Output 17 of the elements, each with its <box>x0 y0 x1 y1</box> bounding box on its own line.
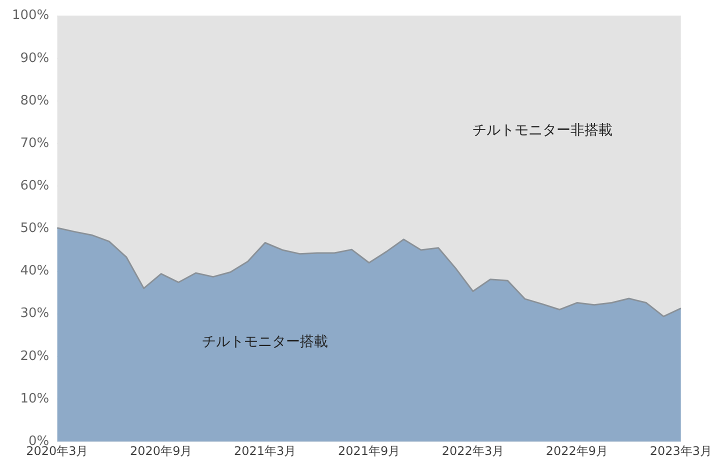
y-tick-label: 100% <box>12 8 50 24</box>
y-tick-label: 70% <box>20 136 50 151</box>
x-tick-label: 2021年9月 <box>338 444 400 458</box>
y-tick-label: 10% <box>20 391 50 406</box>
series-label: チルトモニター搭載 <box>202 334 328 350</box>
y-tick-label: 60% <box>20 178 50 194</box>
y-tick-label: 40% <box>20 264 50 279</box>
x-tick-label: 2022年9月 <box>546 444 608 458</box>
x-tick-label: 2021年3月 <box>234 444 296 458</box>
y-tick-label: 90% <box>20 50 50 66</box>
x-tick-label: 2020年9月 <box>130 444 192 458</box>
x-tick-label: 2023年3月 <box>650 444 712 458</box>
y-tick-label: 30% <box>20 306 50 322</box>
y-tick-label: 20% <box>20 348 50 364</box>
x-tick-label: 2022年3月 <box>442 444 504 458</box>
y-tick-label: 50% <box>20 221 50 236</box>
y-tick-label: 80% <box>20 93 50 108</box>
